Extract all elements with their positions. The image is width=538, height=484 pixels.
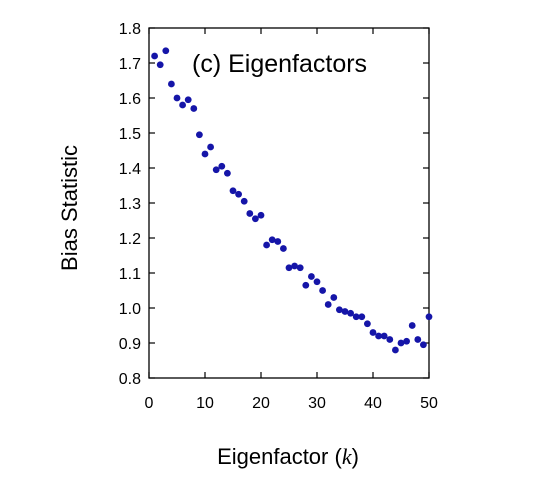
data-point <box>408 322 416 329</box>
data-point <box>364 320 371 328</box>
x-tick-label: 40 <box>364 395 382 412</box>
data-point <box>240 197 248 205</box>
data-point <box>280 245 287 252</box>
data-point <box>375 332 382 340</box>
data-point <box>386 336 394 343</box>
plot-frame <box>148 27 430 379</box>
data-point <box>285 264 293 272</box>
data-point <box>235 190 243 198</box>
data-point <box>420 341 427 349</box>
data-point <box>212 166 220 174</box>
data-point <box>296 264 304 272</box>
data-point <box>403 337 410 345</box>
data-point <box>324 301 332 308</box>
chart-title: (c) Eigenfactors <box>192 50 367 78</box>
data-point <box>425 313 433 321</box>
data-points <box>151 47 433 354</box>
x-axis-title: Eigenfactor (k) <box>217 444 359 469</box>
y-tick-label: 1.3 <box>119 196 141 213</box>
data-point <box>224 169 231 177</box>
data-point <box>207 143 215 151</box>
data-point <box>201 150 209 158</box>
data-point <box>380 332 388 340</box>
data-point <box>308 273 315 280</box>
data-point <box>358 313 366 321</box>
y-axis-title: Bias Statistic <box>57 145 82 271</box>
y-tick-label: 1.6 <box>119 91 141 108</box>
data-point <box>352 313 360 321</box>
x-axis-title-prefix: Eigenfactor ( <box>217 444 342 469</box>
data-point <box>369 329 377 336</box>
y-tick-label: 1.5 <box>119 126 141 143</box>
y-tick-label: 1.1 <box>119 266 141 283</box>
data-point <box>392 346 399 354</box>
data-point <box>252 215 259 223</box>
y-tick-label: 1.8 <box>119 21 141 38</box>
y-tick-label: 0.8 <box>119 371 141 388</box>
data-point <box>184 96 192 104</box>
data-point <box>168 80 175 88</box>
data-point <box>257 211 265 219</box>
data-point <box>190 105 198 112</box>
y-tick-label: 1.7 <box>119 56 141 73</box>
data-point <box>414 336 422 343</box>
data-point <box>268 236 276 244</box>
data-point <box>173 94 181 102</box>
data-point <box>330 294 338 301</box>
ticks: 0.8 0.9 1.0 1.1 1.2 1.3 1.4 1.5 1.6 1.7 1.8 0 10 20 30… <box>119 21 438 412</box>
x-tick-label: 30 <box>308 395 326 412</box>
x-tick-label: 0 <box>145 395 154 412</box>
data-point <box>347 309 354 317</box>
data-point <box>302 281 310 289</box>
data-point <box>151 52 159 60</box>
data-point <box>319 287 326 294</box>
data-point <box>313 278 321 286</box>
data-point <box>336 306 343 314</box>
data-point <box>156 61 164 69</box>
x-tick-label: 10 <box>196 395 214 412</box>
data-point <box>218 162 226 170</box>
y-tick-label: 0.9 <box>119 336 141 353</box>
axes <box>148 27 430 379</box>
y-tick-label: 1.2 <box>119 231 141 248</box>
y-tick-label: 1.0 <box>119 301 141 318</box>
data-point <box>291 262 298 270</box>
data-point <box>196 131 203 139</box>
y-tick-label: 1.4 <box>119 161 141 178</box>
data-point <box>274 238 282 245</box>
data-point <box>179 101 187 109</box>
x-axis-title-variable: k <box>342 444 353 469</box>
data-point <box>341 308 349 315</box>
data-point <box>397 339 405 347</box>
x-axis-title-suffix: ) <box>352 444 359 469</box>
data-point <box>246 210 254 217</box>
x-tick-label: 20 <box>252 395 270 412</box>
data-point <box>162 47 170 55</box>
x-tick-label: 50 <box>420 395 438 412</box>
data-point <box>263 241 270 249</box>
data-point <box>229 187 237 195</box>
